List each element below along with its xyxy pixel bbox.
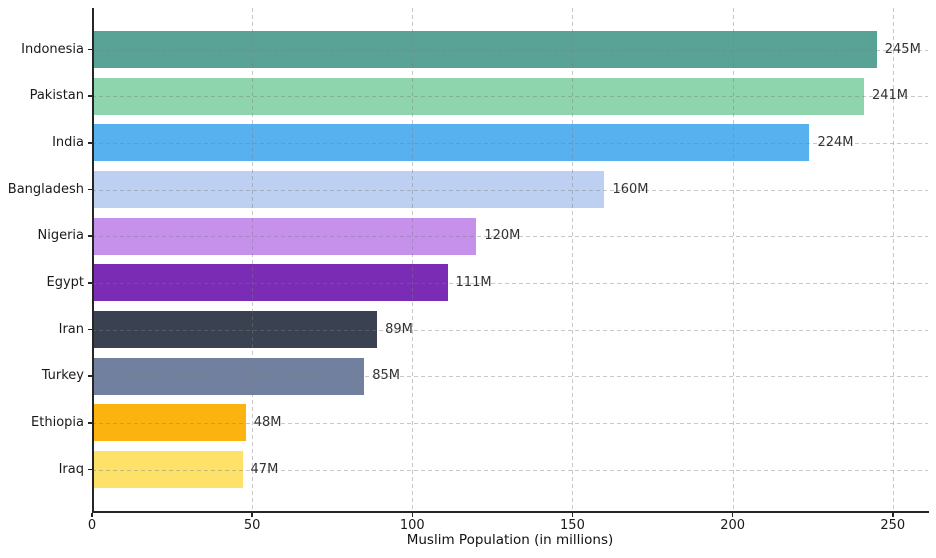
bar-value-iraq: 47M <box>250 461 279 477</box>
h-gridline <box>92 422 928 424</box>
y-tick-mark <box>88 328 92 331</box>
x-tick-label-50: 50 <box>243 518 261 533</box>
bar-bangladesh <box>92 171 605 208</box>
v-gridline <box>412 8 414 511</box>
x-tick-mark <box>411 512 414 517</box>
y-label-nigeria: Nigeria <box>37 228 84 244</box>
y-tick-mark <box>88 282 92 284</box>
x-tick-mark <box>251 512 253 517</box>
h-gridline <box>92 189 928 191</box>
x-tick-mark <box>91 512 93 517</box>
v-gridline <box>892 8 894 511</box>
h-gridline <box>92 49 928 51</box>
x-tick-label-150: 150 <box>560 518 585 533</box>
y-label-ethiopia: Ethiopia <box>31 414 84 430</box>
x-tick-label-100: 100 <box>399 518 425 533</box>
h-gridline <box>92 282 928 284</box>
bar-iran <box>92 311 378 349</box>
bar-value-turkey: 85M <box>372 368 401 384</box>
x-tick-mark <box>571 512 574 517</box>
bar-pakistan <box>92 77 864 115</box>
v-gridline <box>732 8 734 511</box>
v-gridline <box>252 8 254 511</box>
bar-nigeria <box>92 217 477 255</box>
h-gridline <box>92 96 928 98</box>
bar-iraq <box>92 451 243 489</box>
bar-value-pakistan: 241M <box>871 88 908 104</box>
y-label-egypt: Egypt <box>46 274 84 290</box>
x-tick-label-250: 250 <box>880 518 906 533</box>
bar-value-egypt: 111M <box>455 274 492 290</box>
bar-value-nigeria: 120M <box>484 228 521 244</box>
bar-value-india: 224M <box>817 134 854 150</box>
y-label-turkey: Turkey <box>41 368 84 384</box>
h-gridline <box>92 236 928 238</box>
y-tick-mark <box>88 48 92 51</box>
y-label-iran: Iran <box>58 321 84 337</box>
h-gridline <box>92 329 928 331</box>
y-label-indonesia: Indonesia <box>21 41 84 57</box>
y-tick-mark <box>88 95 92 97</box>
y-label-bangladesh: Bangladesh <box>7 181 84 197</box>
y-tick-mark <box>88 468 92 471</box>
bar-egypt <box>92 264 448 302</box>
h-gridline <box>92 142 928 144</box>
y-label-pakistan: Pakistan <box>29 88 84 104</box>
y-tick-mark <box>88 142 92 144</box>
x-tick-label-200: 200 <box>720 518 746 533</box>
bar-value-iran: 89M <box>385 321 413 337</box>
y-tick-mark <box>88 422 92 424</box>
bar-indonesia <box>92 31 877 68</box>
x-tick-mark <box>892 512 894 517</box>
bar-value-indonesia: 245M <box>884 41 921 57</box>
bar-ethiopia <box>92 404 246 442</box>
y-label-iraq: Iraq <box>58 461 84 477</box>
y-label-india: India <box>52 134 84 150</box>
bar-value-ethiopia: 48M <box>253 414 282 430</box>
bar-india <box>92 124 810 162</box>
y-tick-mark <box>88 375 92 377</box>
y-tick-mark <box>88 235 92 237</box>
bar-turkey <box>92 357 365 395</box>
h-gridline <box>92 376 928 378</box>
v-gridline <box>572 8 574 511</box>
x-axis-line <box>92 511 929 513</box>
bar-value-bangladesh: 160M <box>612 181 649 197</box>
x-tick-mark <box>731 512 734 517</box>
h-gridline <box>92 469 928 471</box>
x-axis-title: Muslim Population (in millions) <box>406 532 614 548</box>
x-tick-label-0: 0 <box>87 518 97 533</box>
y-tick-mark <box>88 188 92 191</box>
y-axis-line <box>92 8 94 511</box>
